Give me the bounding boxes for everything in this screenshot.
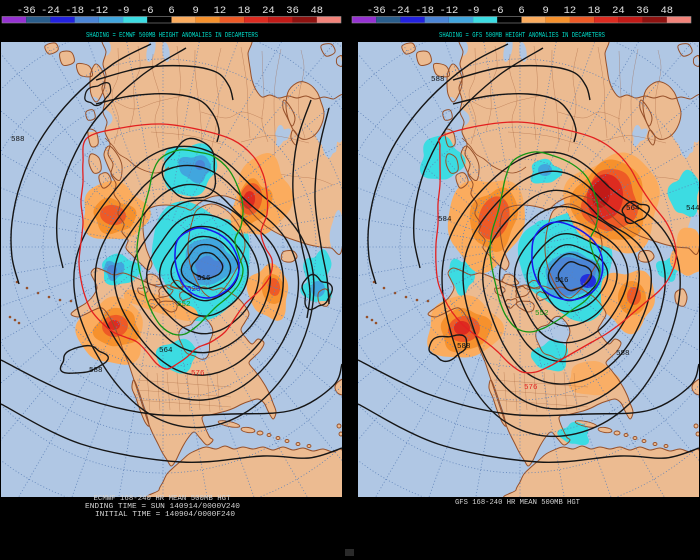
svg-text:520: 520: [187, 286, 201, 294]
svg-text:-18: -18: [65, 5, 84, 17]
svg-text:18: 18: [238, 5, 251, 17]
svg-text:588: 588: [431, 76, 445, 84]
svg-text:-24: -24: [41, 5, 60, 17]
svg-text:564: 564: [626, 205, 640, 213]
svg-text:24: 24: [262, 5, 275, 17]
svg-text:544: 544: [686, 205, 700, 213]
svg-text:584: 584: [438, 216, 452, 224]
svg-text:SHADING = GFS 500MB HEIGHT ANO: SHADING = GFS 500MB HEIGHT ANOMALIES IN …: [439, 32, 605, 40]
svg-text:6: 6: [168, 5, 174, 17]
svg-text:9: 9: [193, 5, 199, 17]
svg-text:588: 588: [616, 350, 630, 358]
svg-text:ENDING TIME = SUN 140914/0000V: ENDING TIME = SUN 140914/0000V240: [85, 503, 241, 511]
svg-text:-36: -36: [367, 5, 386, 17]
svg-text:18: 18: [588, 5, 601, 17]
svg-text:552: 552: [177, 301, 191, 309]
svg-text:576: 576: [191, 370, 205, 378]
svg-text:-18: -18: [415, 5, 434, 17]
svg-text:24: 24: [612, 5, 625, 17]
svg-text:12: 12: [564, 5, 577, 17]
svg-text:-9: -9: [467, 5, 480, 17]
svg-text:-6: -6: [141, 5, 154, 17]
svg-text:48: 48: [310, 5, 323, 17]
svg-text:588: 588: [457, 343, 471, 351]
svg-text:-12: -12: [89, 5, 108, 17]
svg-text:INITIAL TIME = 140904/0000F240: INITIAL TIME = 140904/0000F240: [95, 511, 236, 519]
svg-text:-9: -9: [117, 5, 130, 17]
svg-text:ECMWF 168-240 HR MEAN 500MB HG: ECMWF 168-240 HR MEAN 500MB HGT: [94, 495, 231, 503]
svg-text:-12: -12: [439, 5, 458, 17]
svg-text:GFS 168-240 HR MEAN 500MB HGT: GFS 168-240 HR MEAN 500MB HGT: [455, 499, 580, 507]
svg-text:588: 588: [11, 136, 25, 144]
svg-text:9: 9: [543, 5, 549, 17]
svg-text:-36: -36: [17, 5, 36, 17]
svg-text:516: 516: [197, 275, 211, 283]
svg-text:576: 576: [524, 384, 538, 392]
svg-text:552: 552: [535, 310, 549, 318]
svg-text:12: 12: [214, 5, 227, 17]
svg-text:-6: -6: [491, 5, 504, 17]
svg-text:36: 36: [636, 5, 649, 17]
svg-text:36: 36: [286, 5, 299, 17]
svg-text:48: 48: [660, 5, 673, 17]
svg-text:564: 564: [159, 347, 173, 355]
svg-text:-24: -24: [391, 5, 410, 17]
svg-text:516: 516: [555, 277, 569, 285]
svg-text:6: 6: [518, 5, 524, 17]
svg-text:588: 588: [89, 367, 103, 375]
svg-text:SHADING = ECMWF 500MB HEIGHT A: SHADING = ECMWF 500MB HEIGHT ANOMALIES I…: [86, 32, 258, 40]
